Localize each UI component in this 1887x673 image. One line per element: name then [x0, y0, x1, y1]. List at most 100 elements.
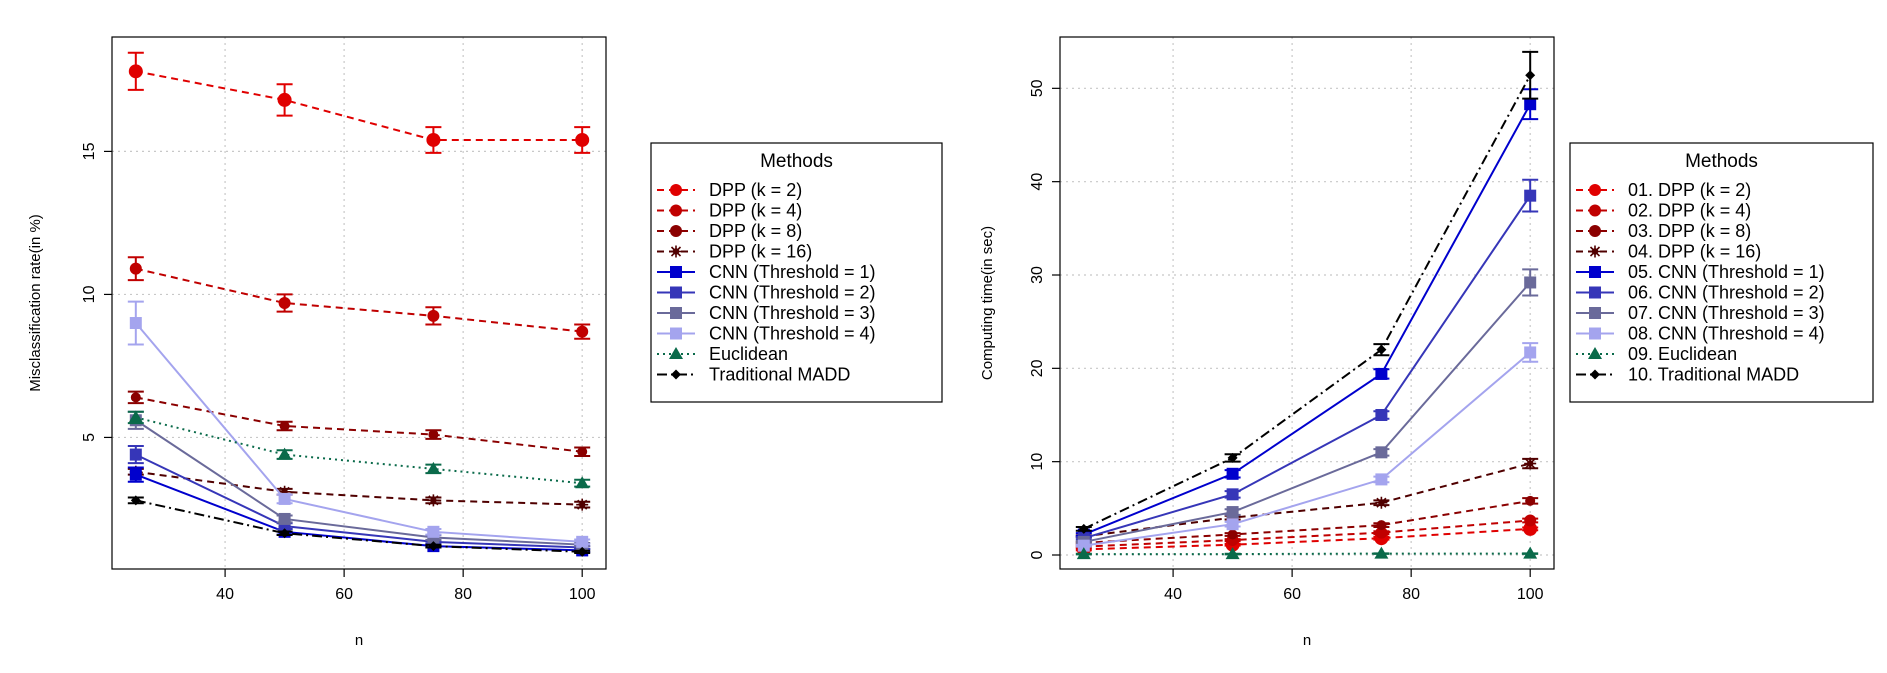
data-point [277, 92, 292, 107]
y-tick-label: 5 [81, 433, 98, 442]
data-point [1523, 546, 1538, 559]
series-2 [1075, 495, 1539, 548]
legend-item: Euclidean [657, 344, 788, 364]
data-point [278, 512, 291, 525]
data-point [575, 476, 590, 489]
data-point [278, 492, 291, 505]
series-line [135, 416, 583, 485]
legend-item: DPP (k = 8) [657, 221, 802, 241]
legend-item: 03. DPP (k = 8) [1576, 221, 1751, 241]
series-8 [127, 410, 591, 489]
data-point [277, 447, 292, 460]
x-tick-label: 60 [335, 586, 353, 603]
legend-item: 05. CNN (Threshold = 1) [1576, 262, 1825, 282]
legend-swatch-marker [1589, 286, 1601, 299]
y-tick-label: 15 [81, 142, 98, 160]
x-tick-label: 60 [1283, 586, 1301, 603]
data-point [279, 420, 290, 431]
legend: Methods 01. DPP (k = 2)02. DPP (k = 4)03.… [1569, 142, 1874, 403]
legend-box [1569, 142, 1874, 403]
legend-swatch-marker [1589, 307, 1601, 319]
legend-swatch-marker [670, 266, 682, 278]
y-tick-label: 50 [1029, 79, 1046, 97]
legend-item: CNN (Threshold = 1) [657, 262, 876, 282]
legend-swatch-marker [669, 347, 683, 359]
legend-box [650, 142, 943, 403]
data-point [1226, 506, 1239, 519]
data-point [128, 64, 143, 79]
data-point [427, 525, 440, 538]
series-layer [127, 51, 591, 557]
legend-swatch-marker [670, 245, 682, 258]
series-line [135, 419, 583, 546]
data-point [1227, 529, 1238, 540]
y-tick-label: 0 [1029, 550, 1046, 559]
series-6 [127, 410, 591, 551]
legend-label: 05. CNN (Threshold = 1) [1628, 262, 1825, 282]
series-line [135, 396, 583, 453]
y-tick-label: 20 [1029, 359, 1046, 377]
data-point [1077, 539, 1090, 552]
data-point [278, 297, 291, 309]
legend-label: 10. Traditional MADD [1628, 365, 1799, 385]
legend-item: DPP (k = 16) [657, 242, 812, 262]
data-point [1376, 520, 1387, 531]
series-2 [127, 390, 591, 458]
series-7 [1075, 342, 1539, 552]
data-point [1375, 496, 1388, 509]
chart-computing-time: 40 60 80 100 0 10 20 30 40 50 n Computing time(in… [979, 36, 1874, 649]
data-point [576, 325, 589, 338]
legend-label: 06. CNN (Threshold = 2) [1628, 283, 1825, 303]
legend-label: 03. DPP (k = 8) [1628, 221, 1751, 241]
series-line [1083, 281, 1531, 543]
legend-label: DPP (k = 8) [709, 221, 802, 241]
series-line [1083, 462, 1531, 538]
x-axis-title: n [355, 632, 363, 649]
grid [1060, 37, 1554, 569]
legend-item: CNN (Threshold = 4) [657, 324, 876, 344]
data-point [1525, 70, 1536, 81]
series-line [1083, 103, 1532, 536]
series-5 [1075, 178, 1539, 545]
data-point [1226, 518, 1239, 531]
series-3 [127, 465, 591, 511]
legend-item: Traditional MADD [657, 365, 850, 385]
x-tick-label: 100 [569, 586, 596, 603]
series-0 [127, 51, 591, 154]
data-point [130, 495, 141, 506]
legend-label: CNN (Threshold = 3) [709, 303, 876, 323]
series-line [1083, 519, 1531, 548]
legend-label: DPP (k = 4) [709, 201, 802, 221]
series-line [135, 267, 583, 333]
data-point [575, 132, 590, 147]
legend-label: Euclidean [709, 344, 788, 364]
data-point [279, 528, 290, 539]
x-tick-label: 80 [1402, 586, 1420, 603]
legend-title: Methods [1685, 151, 1758, 172]
series-line [135, 470, 583, 506]
data-point [576, 498, 589, 511]
data-point [1376, 344, 1387, 355]
legend-label: 04. DPP (k = 16) [1628, 242, 1761, 262]
data-point [1524, 189, 1537, 202]
data-point [1076, 547, 1091, 560]
series-layer [1075, 50, 1539, 560]
series-line [135, 499, 583, 553]
legend-item: 09. Euclidean [1576, 344, 1737, 364]
data-point [426, 132, 441, 147]
legend-item: CNN (Threshold = 2) [657, 283, 876, 303]
y-axis-title: Misclassification rate(in %) [27, 214, 44, 392]
data-point [130, 392, 141, 403]
legend-item: 02. DPP (k = 4) [1576, 201, 1751, 221]
legend-label: CNN (Threshold = 1) [709, 262, 876, 282]
legend-item: 07. CNN (Threshold = 3) [1576, 303, 1825, 323]
y-axis-title: Computing time(in sec) [979, 226, 996, 380]
data-point [1524, 346, 1537, 359]
y-tick-label: 40 [1029, 173, 1046, 191]
legend-item: 01. DPP (k = 2) [1576, 180, 1751, 200]
legend-title: Methods [760, 151, 833, 172]
x-tick-label: 40 [216, 586, 234, 603]
series-7 [127, 300, 591, 548]
data-point [427, 309, 440, 322]
legend-item: CNN (Threshold = 3) [657, 303, 876, 323]
